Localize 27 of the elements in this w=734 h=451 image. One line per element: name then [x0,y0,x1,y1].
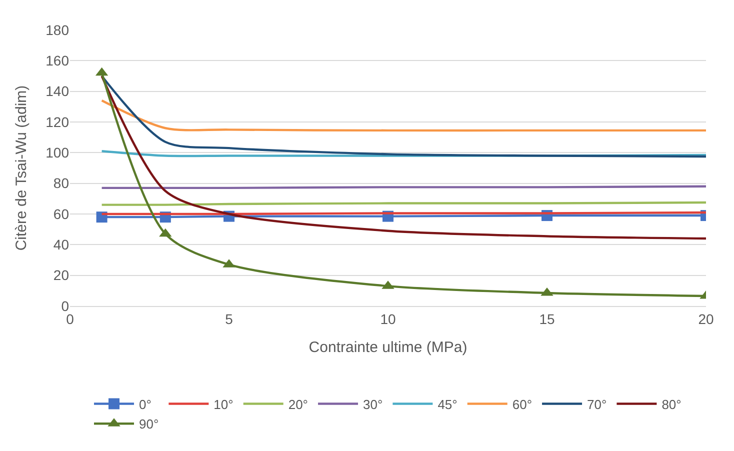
legend-label: 0° [139,396,152,412]
legend-label: 45° [438,396,458,412]
x-tick-label: 20 [698,310,714,327]
y-tick-label: 140 [46,83,70,100]
y-tick-label: 120 [46,114,70,130]
legend-label: 80° [662,396,682,412]
line-series [100,99,706,132]
legend-label: 60° [512,396,532,412]
legend-label: 70° [587,396,607,412]
x-axis-title: Contrainte ultime (MPa) [308,338,468,356]
x-tick-label: 5 [225,310,234,327]
y-tick-label: 60 [53,206,70,222]
legend-label: 30° [363,396,383,412]
y-tick-label: 100 [46,144,70,161]
y-tick-label: 40 [53,236,70,253]
y-tick-label: 80 [53,175,70,192]
legend-label: 20° [288,396,308,412]
y-tick-label: 0 [61,298,70,314]
y-tick-label: 160 [46,52,70,69]
legend-label: 90° [139,416,159,432]
point [96,212,108,223]
legend-label: 10° [214,396,234,412]
y-tick-label: 180 [46,22,70,38]
x-tick-label: 15 [539,310,555,327]
x-tick-label: 10 [380,310,396,327]
y-axis-title: Citère de Tsai-Wu (adim) [12,85,30,251]
y-tick-label: 20 [53,267,70,284]
